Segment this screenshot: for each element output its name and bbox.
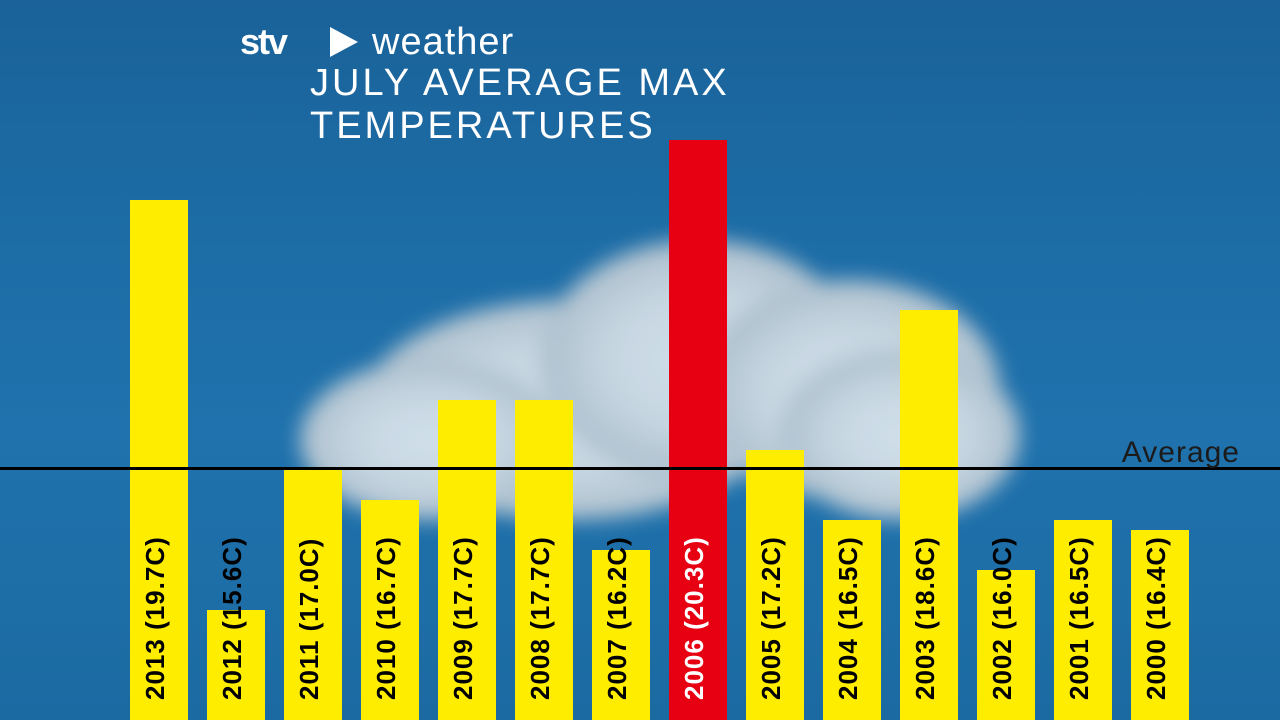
bar-2011: 2011 (17.0C) — [284, 470, 342, 720]
bar-2003: 2003 (18.6C) — [900, 310, 958, 720]
bar-label-2006: 2006 (20.3C) — [679, 536, 710, 700]
average-line: Average — [0, 467, 1280, 470]
bar-label-2011: 2011 (17.0C) — [294, 538, 325, 700]
bar-label-2009: 2009 (17.7C) — [448, 536, 479, 700]
logo-row: stv weather — [240, 20, 1040, 64]
bar-2009: 2009 (17.7C) — [438, 400, 496, 720]
bar-label-2005: 2005 (17.2C) — [756, 536, 787, 700]
bar-label-2000: 2000 (16.4C) — [1141, 536, 1172, 700]
logo-subword: weather — [372, 21, 514, 64]
bar-label-2012: 2012 (15.6C) — [217, 536, 248, 700]
bar-2005: 2005 (17.2C) — [746, 450, 804, 720]
bar-2010: 2010 (16.7C) — [361, 500, 419, 720]
bar-label-2001: 2001 (16.5C) — [1064, 536, 1095, 700]
play-icon — [326, 25, 360, 59]
bar-2000: 2000 (16.4C) — [1131, 530, 1189, 720]
bar-2006: 2006 (20.3C) — [669, 140, 727, 720]
bar-label-2003: 2003 (18.6C) — [910, 536, 941, 700]
bar-label-2008: 2008 (17.7C) — [525, 536, 556, 700]
bar-2004: 2004 (16.5C) — [823, 520, 881, 720]
bar-label-2007: 2007 (16.2C) — [602, 536, 633, 700]
chart-area: 2013 (19.7C) 2012 (15.6C) 2011 (17.0C) 2010… — [0, 120, 1280, 720]
bar-2013: 2013 (19.7C) — [130, 200, 188, 720]
bar-2008: 2008 (17.7C) — [515, 400, 573, 720]
svg-text:stv: stv — [240, 21, 288, 62]
bar-label-2004: 2004 (16.5C) — [833, 536, 864, 700]
average-label: Average — [1122, 436, 1240, 470]
weather-chart-stage: stv weather JULY AVERAGE MAX TEMPERATURE… — [0, 0, 1280, 720]
bar-label-2010: 2010 (16.7C) — [371, 536, 402, 700]
bar-2012: 2012 (15.6C) — [207, 610, 265, 720]
bar-label-2013: 2013 (19.7C) — [140, 536, 171, 700]
stv-logo: stv — [240, 20, 360, 64]
bar-label-2002: 2002 (16.0C) — [987, 536, 1018, 700]
bars-container: 2013 (19.7C) 2012 (15.6C) 2011 (17.0C) 2010… — [0, 120, 1280, 720]
bar-2002: 2002 (16.0C) — [977, 570, 1035, 720]
stv-wordmark-icon: stv — [240, 20, 320, 64]
bar-2007: 2007 (16.2C) — [592, 550, 650, 720]
bar-2001: 2001 (16.5C) — [1054, 520, 1112, 720]
